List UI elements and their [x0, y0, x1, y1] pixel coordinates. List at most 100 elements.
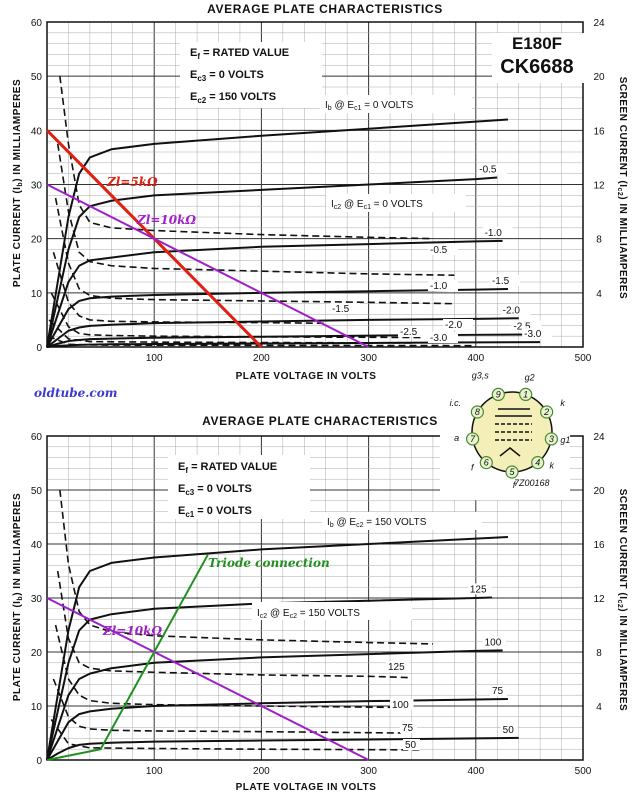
- screen-curve-label: -0.5: [430, 245, 448, 256]
- bottom-curve-labels: Ib @ Ec2 = 150 VOLTS Ic2 @ Ec2 = 150 VOL…: [252, 512, 482, 620]
- pin-number: 2: [543, 407, 549, 417]
- bottom-chart-title: AVERAGE PLATE CHARACTERISTICS: [202, 414, 438, 428]
- pin-label: k: [560, 398, 565, 408]
- pin-label: g1: [560, 435, 570, 445]
- y-tick-label: 0: [36, 756, 42, 767]
- top-x-axis-label: PLATE VOLTAGE IN VOLTS: [236, 371, 377, 382]
- label-backdrop: [511, 320, 542, 332]
- plate-curve--1.0: [46, 239, 503, 348]
- bottom-curves: 125 100 75 50 125 100 75 50: [46, 489, 519, 761]
- pin-circle: [479, 456, 493, 470]
- bottom-condition-ec3: Ec3 = 0 VOLTS: [178, 483, 252, 497]
- y-tick-label: 60: [31, 432, 43, 443]
- top-plate-curve-label: Ib @ Ec1 = 0 VOLTS: [325, 100, 414, 112]
- top-curve-labels: Ib @ Ec1 = 0 VOLTS Ic2 @ Ec1 = 0 VOLTS: [320, 95, 472, 212]
- screen-curve-label: -1.5: [332, 304, 350, 315]
- label-backdrop: [428, 244, 458, 255]
- plate-curve-75: [46, 697, 508, 761]
- top-curves: -0.5-1.0-1.5-2.0-2.5-3.0-0.5-1.0-1.5-2.0…: [46, 76, 553, 348]
- y2-tick-label: 20: [593, 72, 605, 83]
- x-tick-label: 200: [253, 766, 270, 777]
- y-tick-label: 20: [31, 648, 43, 659]
- y2-tick-label: 4: [596, 702, 602, 713]
- screen-curve--0.5: [56, 143, 455, 277]
- plate-curve-label: -2.0: [503, 305, 521, 316]
- y-tick-label: 10: [31, 702, 43, 713]
- load-line-label: Zl=5kΩ: [106, 175, 158, 189]
- bottom-chart: AVERAGE PLATE CHARACTERISTICS 100 200 300 4…: [12, 370, 628, 793]
- x-tick-label: 500: [575, 766, 592, 777]
- label-backdrop: [489, 684, 507, 696]
- load-line: [46, 597, 370, 761]
- screen-curve-label: -1.0: [430, 281, 448, 292]
- top-chart-title: AVERAGE PLATE CHARACTERISTICS: [207, 2, 443, 16]
- bottom-screen-curve-label: Ic2 @ Ec2 = 150 VOLTS: [257, 608, 360, 620]
- y2-tick-label: 16: [593, 126, 605, 137]
- top-screen-curve-label: Ic2 @ Ec1 = 0 VOLTS: [331, 199, 423, 211]
- pin-number: 4: [535, 458, 540, 468]
- plate-curve-label: 50: [503, 725, 515, 736]
- plate-curve-label: -0.5: [479, 164, 497, 175]
- plate-curve-label: 125: [470, 584, 487, 595]
- plate-curve--1.5: [46, 288, 508, 348]
- y2-tick-label: 8: [596, 648, 602, 659]
- top-load-lines: Zl=5kΩ Zl=10kΩ: [45, 129, 370, 349]
- electrode-symbol: [495, 408, 532, 457]
- y-tick-label: 10: [31, 289, 43, 300]
- y2-tick-label: 24: [593, 18, 605, 29]
- bottom-conditions: Ef = RATED VALUE Ec3 = 0 VOLTS Ec1 = 0 V…: [168, 455, 310, 519]
- plate-curve-100: [46, 649, 503, 761]
- pin-circle: [491, 387, 505, 402]
- y2-tick-label: 4: [596, 289, 602, 300]
- pin-circle: [544, 432, 558, 446]
- screen-curve-0: [59, 76, 433, 240]
- pin-label: k: [549, 461, 554, 471]
- pin-label: i.c.: [450, 398, 462, 408]
- bottom-x-axis-label: PLATE VOLTAGE IN VOLTS: [236, 782, 377, 793]
- y-tick-label: 0: [36, 343, 42, 354]
- top-ticks: 100 200 300 400 500 0 10 20 30 40 50 60 4 8 12 16 20 24: [31, 18, 605, 364]
- x-tick-label: 300: [360, 353, 377, 364]
- y2-tick-label: 12: [593, 594, 605, 605]
- y2-tick-label: 24: [593, 432, 605, 443]
- screen-curve-125: [56, 570, 412, 679]
- screen-curve-50: [50, 719, 423, 751]
- y-tick-label: 60: [31, 18, 43, 29]
- x-tick-label: 400: [467, 766, 484, 777]
- bottom-condition-ef: Ef = RATED VALUE: [178, 461, 277, 475]
- pin-number: 6: [484, 458, 489, 468]
- bottom-load-lines: Zl=10kΩ Triode connection: [46, 554, 370, 761]
- load-line-label: Triode connection: [208, 556, 330, 570]
- screen-curve-label: 125: [388, 662, 405, 673]
- plate-curve-label: -3.0: [524, 329, 542, 340]
- x-tick-label: 500: [575, 353, 592, 364]
- pin-circle: [505, 465, 519, 479]
- top-y-axis-label: PLATE CURRENT (Ib) IN MILLIAMPERES: [12, 79, 24, 287]
- load-line: [46, 183, 370, 348]
- pin-label: g3,s: [472, 370, 490, 380]
- x-tick-label: 400: [467, 353, 484, 364]
- pin-number: 7: [470, 434, 476, 444]
- top-condition-ef: Ef = RATED VALUE: [190, 47, 289, 61]
- screen-curve-150: [59, 489, 433, 645]
- site-label: oldtube.com: [34, 386, 117, 400]
- screen-curve-label: -2.5: [400, 327, 418, 338]
- bottom-ticks: 100 200 300 400 500 0 10 20 30 40 50 60 4 8 12 16 20 24: [31, 432, 605, 777]
- plate-curve-0: [46, 118, 509, 348]
- tube-label-ck6688: CK6688: [500, 56, 573, 78]
- screen-curve--1.0: [54, 197, 455, 305]
- label-backdrop: [489, 275, 520, 287]
- screen-curve--2.0: [50, 292, 423, 339]
- y-tick-label: 40: [31, 540, 43, 551]
- top-condition-ec2: Ec2 = 150 VOLTS: [190, 91, 276, 105]
- screen-curve-label: 75: [402, 723, 414, 734]
- y2-tick-label: 12: [593, 181, 605, 192]
- tube-label-e180f: E180F: [512, 34, 562, 53]
- pin-circle: [540, 405, 554, 419]
- label-backdrop: [500, 304, 531, 316]
- label-backdrop: [390, 699, 414, 710]
- screen-curve-100: [54, 624, 391, 709]
- pin-circle: [519, 387, 533, 402]
